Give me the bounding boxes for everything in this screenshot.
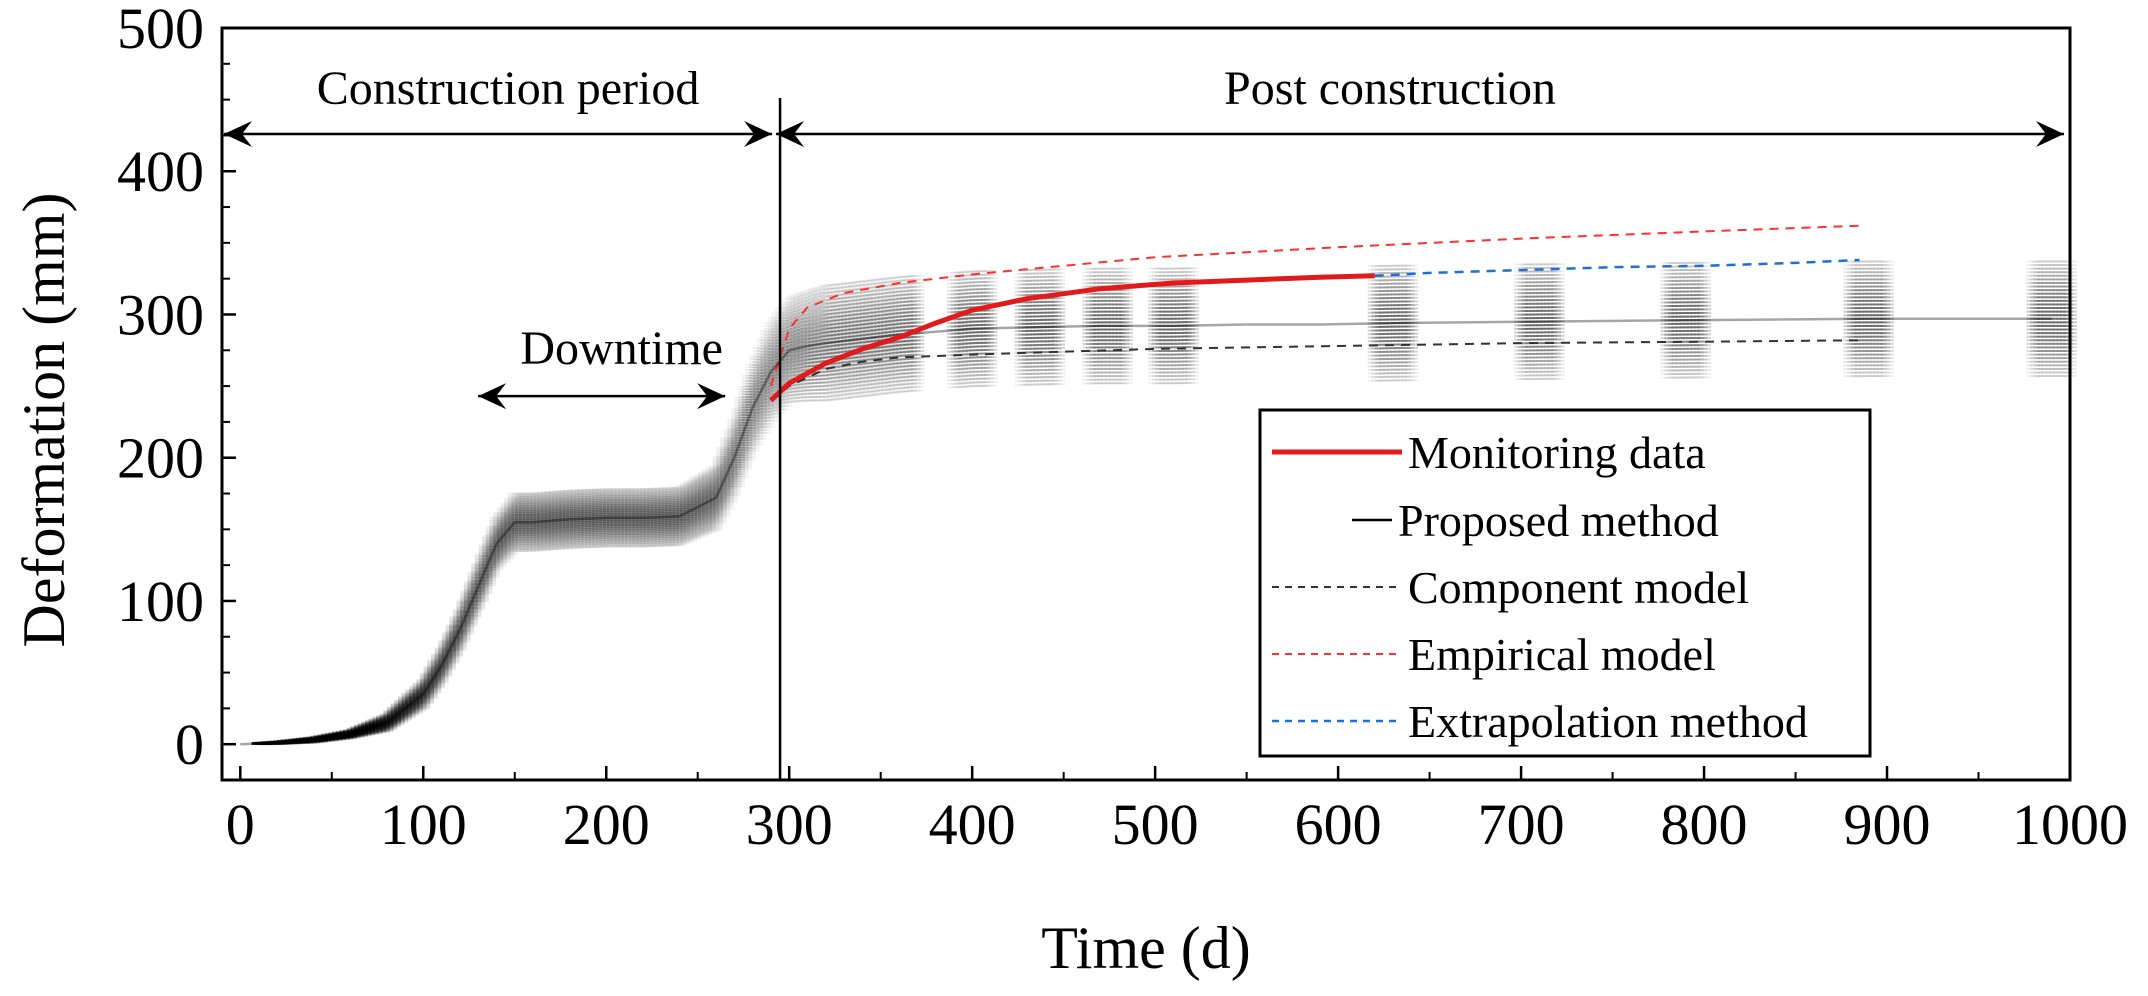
proposed-method-band	[251, 260, 2077, 746]
